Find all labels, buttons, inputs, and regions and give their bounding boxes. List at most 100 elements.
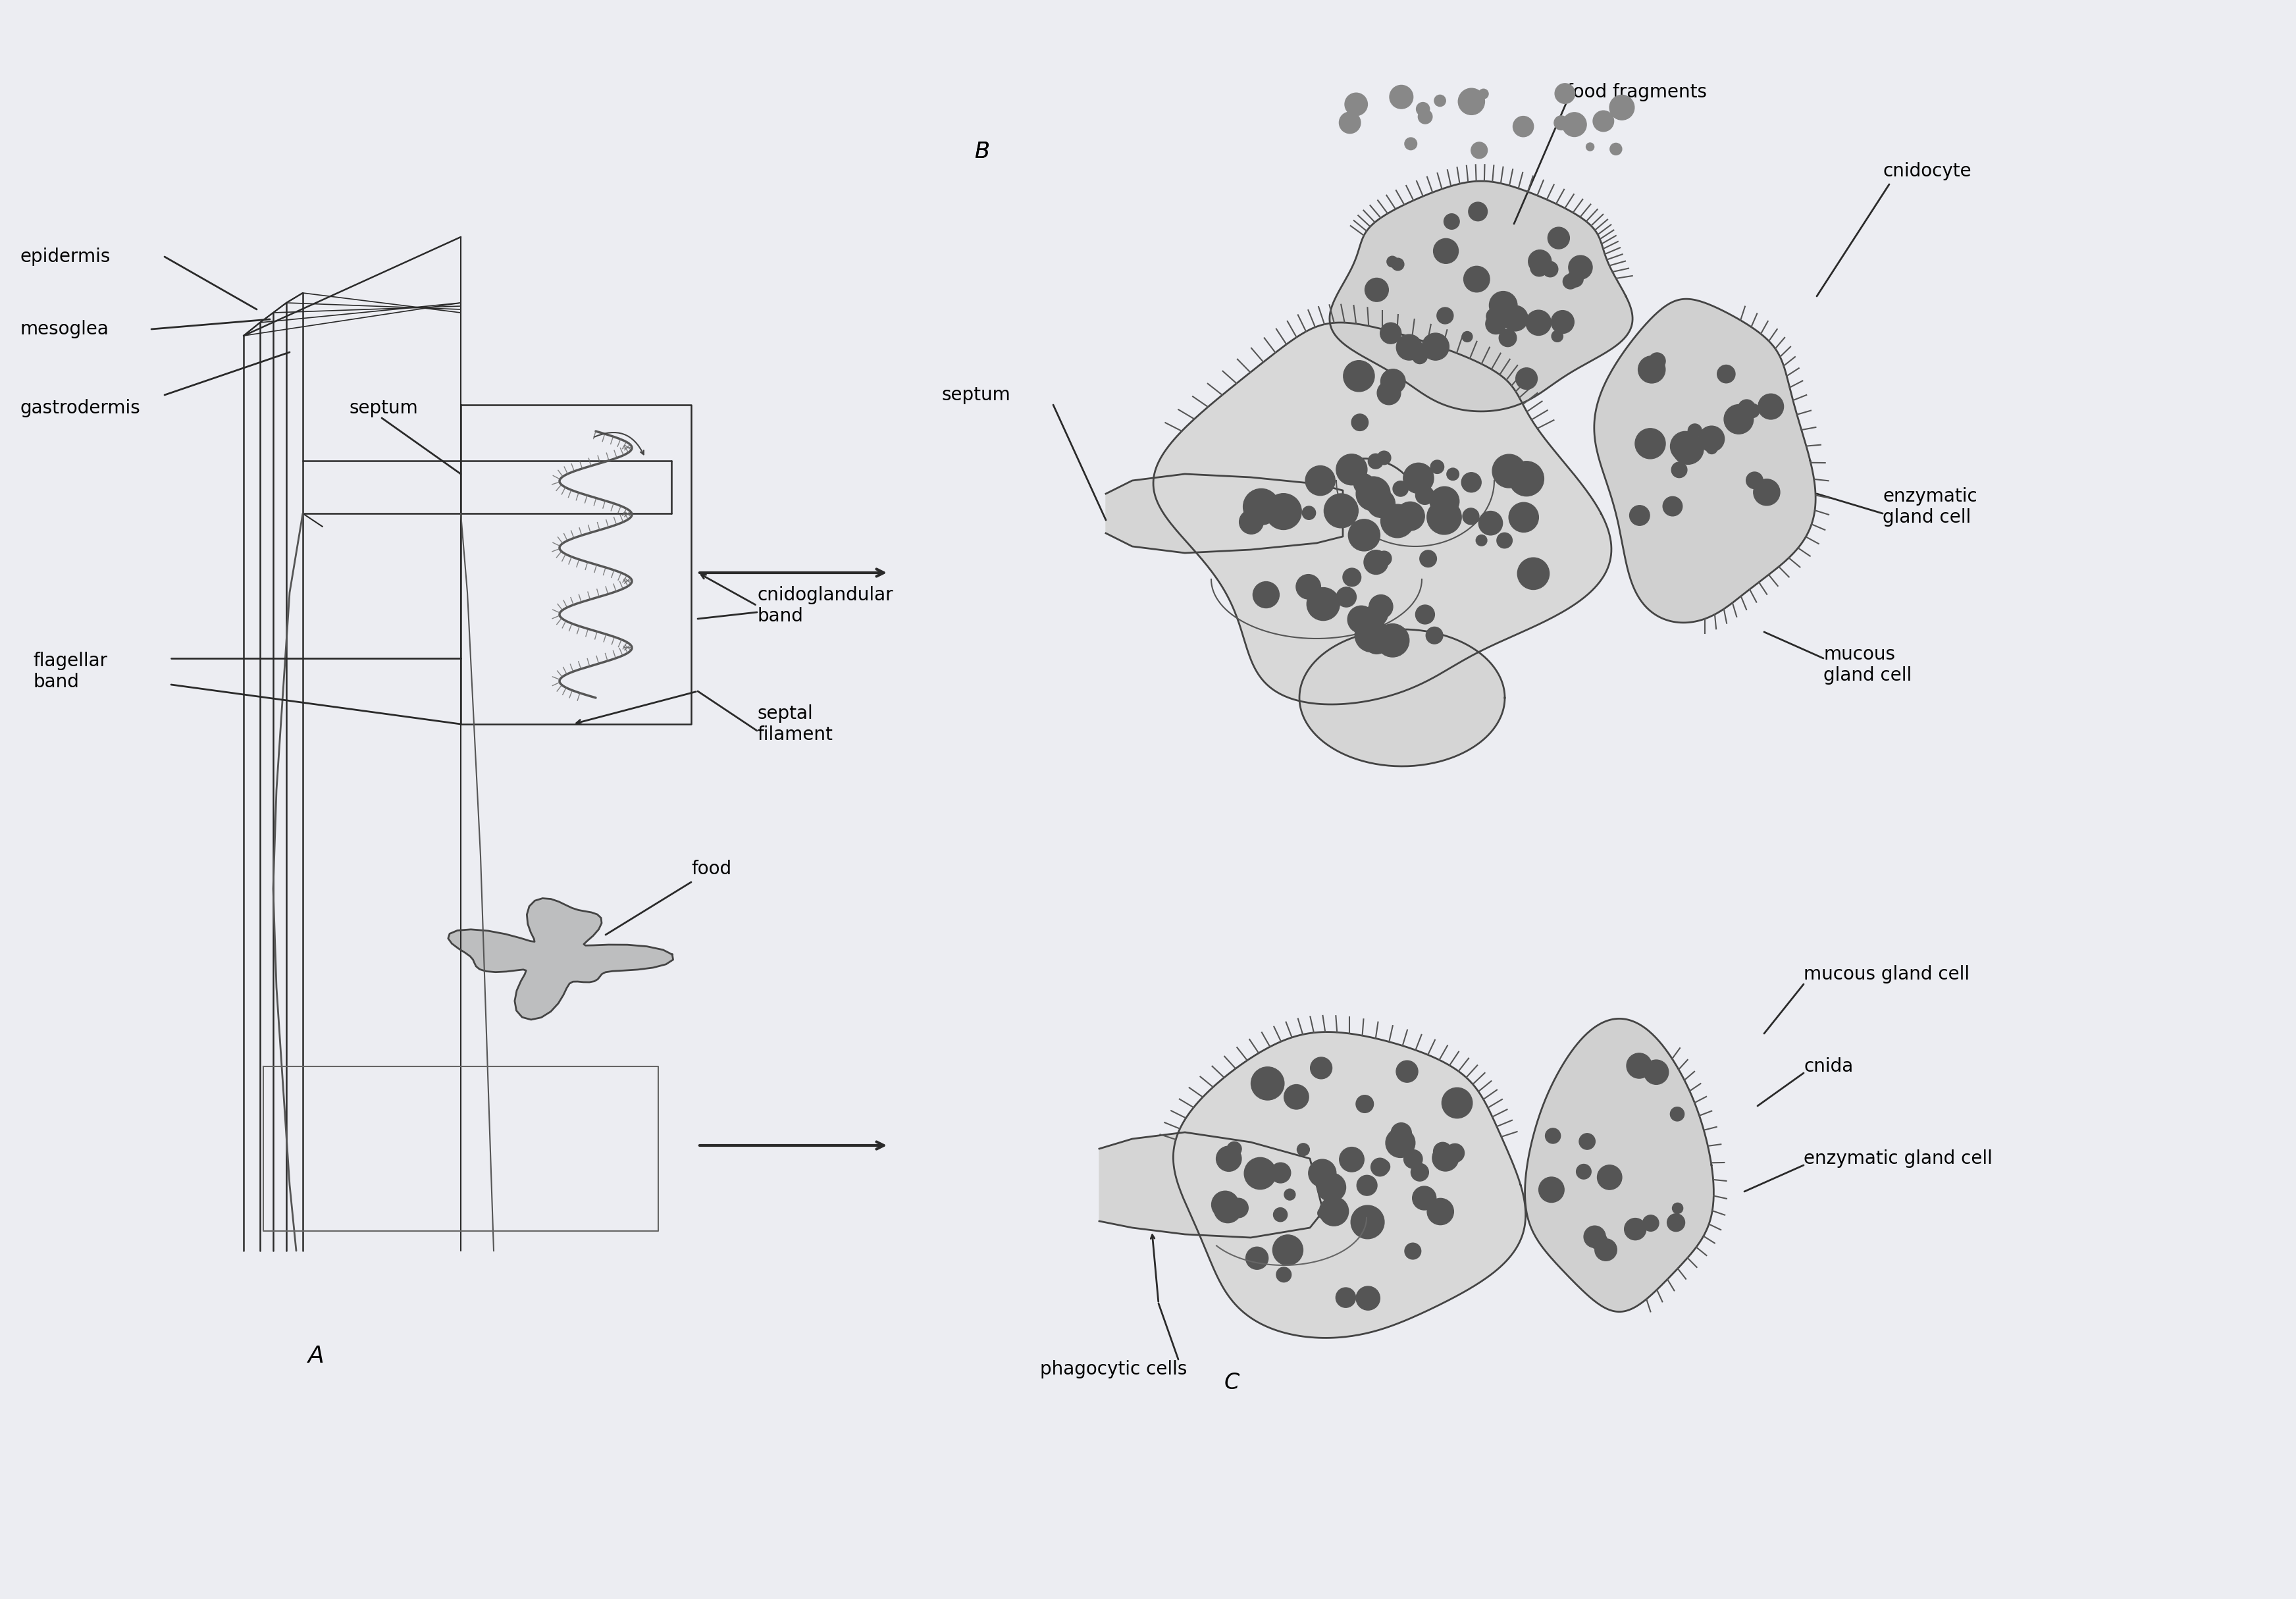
Circle shape: [1745, 403, 1759, 417]
Circle shape: [1371, 1158, 1389, 1177]
Circle shape: [1649, 353, 1665, 369]
Circle shape: [1419, 550, 1437, 568]
Circle shape: [1380, 369, 1405, 393]
Circle shape: [1623, 1218, 1646, 1239]
Circle shape: [1394, 481, 1407, 496]
Circle shape: [1497, 532, 1513, 548]
Circle shape: [1350, 369, 1366, 384]
Circle shape: [1430, 461, 1444, 473]
Circle shape: [1476, 536, 1488, 545]
Circle shape: [1318, 1174, 1345, 1202]
Circle shape: [1412, 1186, 1435, 1210]
Circle shape: [1355, 473, 1373, 494]
Circle shape: [1548, 227, 1570, 249]
Circle shape: [1419, 110, 1433, 123]
Text: flagellar
band: flagellar band: [32, 651, 108, 691]
Circle shape: [1706, 443, 1717, 454]
Circle shape: [1343, 568, 1362, 587]
Circle shape: [1368, 454, 1382, 469]
Circle shape: [1580, 1134, 1596, 1150]
Circle shape: [1306, 587, 1339, 620]
Circle shape: [1671, 433, 1704, 464]
Circle shape: [1242, 489, 1279, 524]
Circle shape: [1513, 117, 1534, 138]
Polygon shape: [1100, 1132, 1322, 1238]
Text: phagocytic cells: phagocytic cells: [1040, 1361, 1187, 1378]
Circle shape: [1274, 1207, 1288, 1222]
Circle shape: [1258, 1161, 1270, 1174]
Circle shape: [1446, 1143, 1465, 1162]
Circle shape: [1380, 323, 1401, 344]
Circle shape: [1251, 1067, 1283, 1100]
Circle shape: [1396, 334, 1421, 360]
Circle shape: [1364, 628, 1389, 654]
Circle shape: [1380, 504, 1414, 537]
Circle shape: [1228, 1198, 1249, 1218]
Circle shape: [1635, 510, 1646, 523]
Polygon shape: [1153, 323, 1612, 705]
Circle shape: [1591, 1233, 1607, 1250]
Circle shape: [1426, 500, 1463, 534]
Circle shape: [1444, 214, 1460, 229]
Circle shape: [1405, 138, 1417, 150]
Text: cnidoglandular
band: cnidoglandular band: [758, 585, 893, 625]
Circle shape: [1671, 432, 1701, 461]
Circle shape: [1378, 451, 1391, 465]
Circle shape: [1552, 310, 1575, 334]
Circle shape: [1295, 574, 1320, 600]
Circle shape: [1421, 333, 1449, 360]
Circle shape: [1254, 582, 1279, 608]
Circle shape: [1348, 520, 1380, 552]
Circle shape: [1437, 307, 1453, 325]
Circle shape: [1630, 505, 1649, 526]
Circle shape: [1529, 259, 1548, 277]
Circle shape: [1357, 477, 1391, 510]
Circle shape: [1401, 507, 1421, 526]
Circle shape: [1272, 1234, 1304, 1265]
Circle shape: [1378, 552, 1391, 566]
Circle shape: [1545, 1129, 1561, 1143]
Circle shape: [1626, 1054, 1651, 1078]
Circle shape: [1412, 1164, 1428, 1182]
Circle shape: [1469, 201, 1488, 221]
Circle shape: [1492, 454, 1527, 488]
Text: septal
filament: septal filament: [758, 704, 833, 744]
Circle shape: [1577, 1164, 1591, 1178]
Circle shape: [1479, 90, 1488, 99]
Circle shape: [1265, 494, 1302, 529]
Circle shape: [1543, 262, 1559, 277]
Circle shape: [1387, 256, 1398, 267]
Circle shape: [1568, 256, 1593, 280]
Text: B: B: [974, 141, 990, 161]
Circle shape: [1458, 88, 1486, 115]
Circle shape: [1396, 1060, 1419, 1083]
Circle shape: [1357, 1095, 1373, 1113]
Circle shape: [1527, 310, 1552, 336]
Circle shape: [1426, 627, 1442, 644]
Circle shape: [1554, 83, 1575, 104]
Circle shape: [1564, 273, 1577, 289]
Circle shape: [1479, 512, 1502, 536]
Circle shape: [1486, 313, 1506, 334]
Circle shape: [1529, 249, 1552, 273]
Circle shape: [1249, 1174, 1263, 1188]
Circle shape: [1297, 1143, 1309, 1156]
Circle shape: [1609, 94, 1635, 120]
Circle shape: [1412, 349, 1428, 363]
Circle shape: [1490, 291, 1518, 320]
Circle shape: [1318, 1207, 1329, 1218]
Circle shape: [1368, 595, 1394, 619]
Text: cnidocyte: cnidocyte: [1883, 161, 1972, 181]
Circle shape: [1391, 1122, 1412, 1143]
Circle shape: [1472, 142, 1488, 158]
Circle shape: [1302, 507, 1316, 520]
Circle shape: [1366, 603, 1387, 625]
Circle shape: [1339, 112, 1362, 133]
Circle shape: [1378, 381, 1401, 405]
Circle shape: [1754, 480, 1779, 505]
Circle shape: [1671, 1202, 1683, 1214]
Circle shape: [1635, 429, 1665, 459]
Polygon shape: [1107, 473, 1343, 553]
Circle shape: [1463, 331, 1472, 342]
Circle shape: [1348, 606, 1375, 633]
